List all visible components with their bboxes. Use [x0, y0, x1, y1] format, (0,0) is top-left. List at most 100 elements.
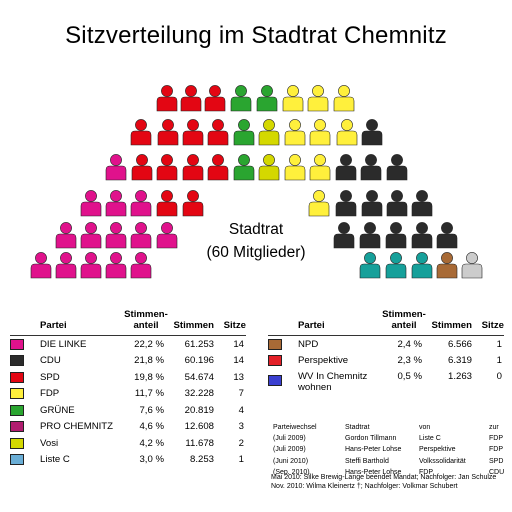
seat-head [416, 222, 428, 234]
seat-head [60, 252, 72, 264]
seat [207, 154, 229, 181]
seat [156, 154, 178, 181]
seat-head [261, 85, 273, 97]
changes-cell: FDP [419, 468, 433, 476]
legend-seats: 1 [496, 355, 502, 367]
seat [207, 119, 229, 146]
legend-votes: 20.819 [184, 404, 214, 416]
legend-seats: 1 [496, 338, 502, 350]
seat [182, 190, 204, 217]
seat [80, 252, 102, 279]
seat-head [366, 119, 378, 131]
seat-body [80, 263, 102, 279]
seat-body [156, 233, 178, 249]
seat-body [411, 233, 433, 249]
legend-share: 11,7 % [134, 388, 164, 400]
seat-head [136, 154, 148, 166]
seat-head [162, 119, 174, 131]
seat [436, 222, 458, 249]
legend-votes: 54.674 [184, 371, 214, 383]
legend-swatch [268, 338, 282, 350]
seat [157, 119, 179, 146]
legend-swatch [10, 355, 24, 367]
seat [309, 119, 331, 146]
seat-head [35, 252, 47, 264]
seat-body [361, 201, 383, 217]
legend-votes: 11.678 [185, 437, 214, 449]
seat [258, 119, 280, 146]
legend-swatch [10, 404, 24, 416]
header-votes: Stimmen [426, 309, 472, 336]
legend-row: WV In Chemnitz wohnen 0,5 % 1.263 0 [268, 369, 504, 393]
seat [386, 154, 408, 181]
seat-hemicycle [30, 85, 483, 279]
changes-cell: (Sep. 2010) [273, 468, 310, 476]
seat [30, 252, 52, 279]
legend-share: 4,6 % [139, 421, 164, 433]
seat [80, 222, 102, 249]
seat-body [335, 201, 357, 217]
seat-body [80, 233, 102, 249]
seat-head [187, 190, 199, 202]
changes-cell: Hans-Peter Lohse [345, 468, 402, 476]
header-party: Partei [298, 309, 382, 336]
legend-row: NPD 2,4 % 6.566 1 [268, 336, 504, 353]
seat [156, 222, 178, 249]
legend-row: DIE LINKE 22,2 % 61.253 14 [10, 336, 246, 353]
seat [336, 119, 358, 146]
seat [130, 190, 152, 217]
seat-body [258, 165, 280, 181]
changes-cell: SPD [489, 457, 504, 465]
seat-head [187, 154, 199, 166]
seat [105, 252, 127, 279]
seat-body [309, 130, 331, 146]
seat-body [282, 96, 304, 112]
seat [156, 190, 178, 217]
note-line: Nov. 2010: Wilma Kleinertz †; Nachfolger… [271, 482, 458, 490]
seat-body [309, 165, 331, 181]
legend-party-name: Liste C [40, 454, 70, 466]
seat-head [161, 222, 173, 234]
legend-seats: 1 [238, 454, 244, 466]
legend-seats: 14 [233, 338, 244, 350]
seat-body [80, 201, 102, 217]
seat-body [333, 96, 355, 112]
seat [256, 85, 278, 112]
legend-swatch [10, 437, 24, 449]
seat-head [365, 154, 377, 166]
legend-row: Perspektive 2,3 % 6.319 1 [268, 353, 504, 370]
seat-body [284, 165, 306, 181]
changes-cell: (Juli 2009) [273, 446, 306, 454]
seat-body [411, 263, 433, 279]
seat-body [411, 201, 433, 217]
seat-body [336, 130, 358, 146]
seat-head [312, 85, 324, 97]
seat [258, 154, 280, 181]
header-share: Stimmen-anteil [382, 309, 426, 336]
legend-swatch [10, 454, 24, 466]
legend-share: 3,0 % [139, 454, 164, 466]
legend-party-name: DIE LINKE [40, 338, 87, 350]
seat-head [416, 252, 428, 264]
seat [335, 154, 357, 181]
legend-party-name: NPD [298, 338, 319, 350]
seat-head [287, 85, 299, 97]
seat-head [364, 252, 376, 264]
header-seats: Sitze [214, 309, 246, 336]
seat-body [386, 165, 408, 181]
center-label-line1: Stadtrat [228, 221, 284, 238]
seat-body [359, 263, 381, 279]
seat-body [105, 263, 127, 279]
legend-party-name: PRO CHEMNITZ [40, 421, 114, 433]
seat [307, 85, 329, 112]
chart-title: Sitzverteilung im Stadtrat Chemnitz [65, 22, 447, 49]
seat-body [182, 130, 204, 146]
legend-row: CDU 21,8 % 60.196 14 [10, 353, 246, 370]
seat-head [391, 190, 403, 202]
seat-body [307, 96, 329, 112]
seat-body [385, 263, 407, 279]
seat [461, 252, 483, 279]
seat-body [130, 263, 152, 279]
legend-table-left: Partei Stimmen-anteil Stimmen Sitze DIE … [10, 309, 246, 468]
notes: Mai 2010: Silke Brewig-Lange beendet Man… [271, 474, 496, 491]
